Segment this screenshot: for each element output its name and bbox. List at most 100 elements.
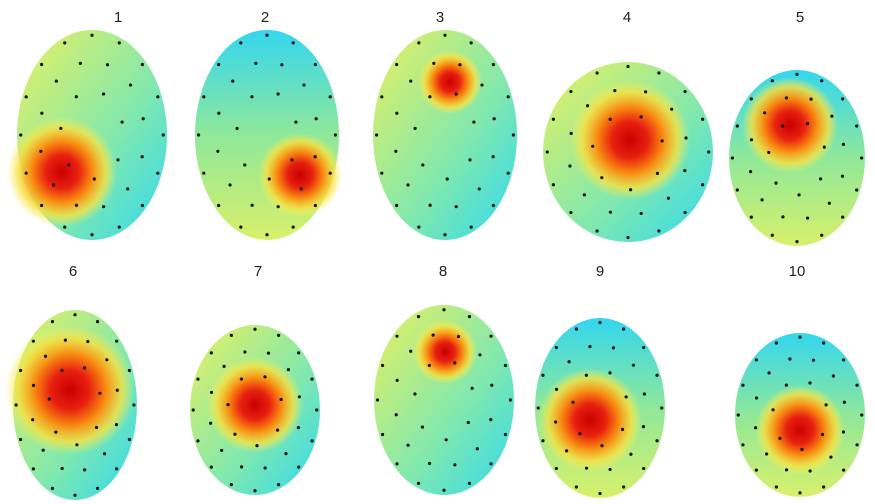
electrode — [222, 365, 225, 368]
electrode — [541, 374, 544, 377]
electrode — [32, 384, 35, 387]
electrode — [334, 133, 337, 136]
electrode — [785, 468, 788, 471]
electrode — [755, 396, 758, 399]
electrode — [280, 63, 283, 66]
electrode — [217, 112, 220, 115]
electrode — [381, 364, 384, 367]
electrode — [380, 95, 383, 98]
electrode — [643, 392, 646, 395]
electrode — [632, 364, 635, 367]
electrode — [774, 181, 777, 184]
electrode — [586, 104, 589, 107]
electrode — [394, 150, 397, 153]
electrode — [546, 150, 549, 153]
electrode — [493, 117, 496, 120]
electrode — [54, 430, 57, 433]
electrode — [823, 146, 826, 149]
electrode — [736, 124, 739, 127]
electrode — [552, 118, 555, 121]
electrode — [771, 408, 774, 411]
electrode — [395, 204, 398, 207]
electrode — [19, 133, 22, 136]
electrode — [79, 62, 82, 65]
electrode — [661, 139, 664, 142]
electrode — [210, 391, 213, 394]
electrode — [626, 236, 629, 239]
electrode — [642, 346, 645, 349]
electrode — [96, 320, 99, 323]
electrode — [612, 346, 615, 349]
electrode — [621, 428, 624, 431]
activation-spot — [7, 117, 117, 227]
electrode — [209, 422, 212, 425]
electrode — [476, 447, 479, 450]
electrode — [458, 63, 461, 66]
electrode — [103, 452, 106, 455]
electrode — [75, 443, 78, 446]
electrode — [417, 482, 420, 485]
electrode — [512, 133, 515, 136]
electrode — [128, 369, 131, 372]
electrode — [457, 335, 460, 338]
electrode — [639, 115, 642, 118]
electrode — [565, 449, 568, 452]
electrode — [595, 71, 598, 74]
electrode — [585, 467, 588, 470]
electrode — [622, 485, 625, 488]
electrode — [141, 204, 144, 207]
electrode — [608, 371, 611, 374]
electrode — [820, 79, 823, 82]
electrode — [292, 41, 295, 44]
electrode — [429, 204, 432, 207]
electrode — [40, 63, 43, 66]
electrode — [750, 138, 753, 141]
electrode — [116, 389, 119, 392]
electrode — [829, 456, 832, 459]
electrode — [132, 403, 135, 406]
electrode — [683, 90, 686, 93]
electrode — [51, 487, 54, 490]
electrode — [750, 97, 753, 100]
electrode — [98, 392, 101, 395]
electrode — [741, 443, 744, 446]
electrode — [239, 41, 242, 44]
electrode — [468, 158, 471, 161]
electrode — [575, 485, 578, 488]
electrode — [471, 387, 474, 390]
electrode — [492, 63, 495, 66]
electrode — [115, 340, 118, 343]
electrode — [116, 158, 119, 161]
electrode — [806, 216, 809, 219]
electrode — [236, 127, 239, 130]
electrode — [220, 449, 223, 452]
electrode — [568, 164, 571, 167]
electrode — [210, 351, 213, 354]
electrode — [105, 358, 108, 361]
electrode — [480, 83, 483, 86]
electrode — [300, 187, 303, 190]
electrode — [785, 384, 788, 387]
electrode — [55, 79, 58, 82]
electrode — [263, 375, 266, 378]
electrode — [142, 117, 145, 120]
electrode — [855, 443, 858, 446]
electrode — [63, 226, 66, 229]
electrode — [73, 494, 76, 497]
electrode — [83, 468, 86, 471]
electrode — [578, 432, 581, 435]
electrode — [736, 188, 739, 191]
electrode — [59, 127, 62, 130]
electrode — [239, 226, 242, 229]
electrode — [830, 115, 833, 118]
electrode — [760, 198, 763, 201]
electrode — [446, 177, 449, 180]
electrode — [395, 413, 398, 416]
electrode — [842, 358, 845, 361]
electrode — [298, 395, 301, 398]
electrode — [32, 340, 35, 343]
electrode — [297, 465, 300, 468]
electrode — [492, 155, 495, 158]
electrode — [750, 216, 753, 219]
electrode — [162, 133, 165, 136]
